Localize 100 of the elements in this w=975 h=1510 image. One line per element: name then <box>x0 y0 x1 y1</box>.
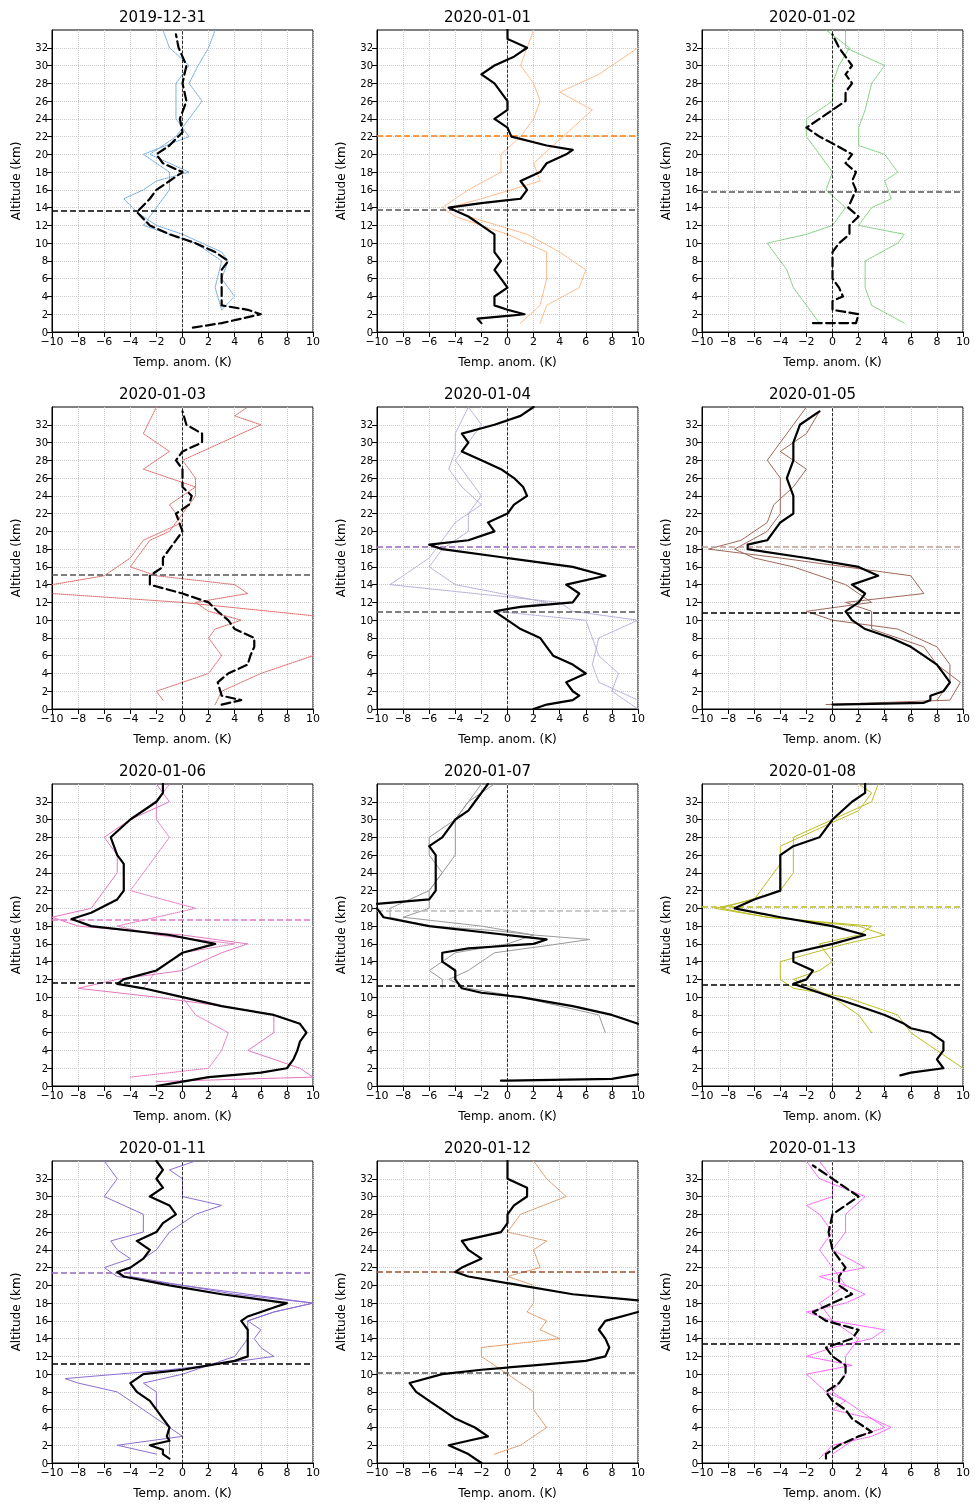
y-tick-label: 18 <box>360 543 373 555</box>
y-tick-label: 30 <box>35 437 48 449</box>
x-tick-label: 4 <box>556 1466 564 1479</box>
y-tick-label: 24 <box>35 867 48 879</box>
y-tick-label: 10 <box>360 1368 373 1380</box>
x-tick-label: 4 <box>556 712 564 725</box>
x-tick-label: 2 <box>205 1466 213 1479</box>
y-tick-label: 24 <box>360 1244 373 1256</box>
x-axis-title: Temp. anom. (K) <box>782 1486 882 1500</box>
y-tick-label: 16 <box>360 1315 373 1327</box>
x-tick-label: −10 <box>365 335 389 348</box>
y-tick-label: 26 <box>360 95 373 107</box>
x-tick-label: −4 <box>447 1089 464 1102</box>
y-tick-label: 16 <box>35 184 48 196</box>
y-tick-label: 18 <box>685 543 698 555</box>
y-tick-label: 22 <box>360 1262 373 1274</box>
y-tick-label: 2 <box>366 1062 373 1074</box>
y-tick-label: 6 <box>41 1404 48 1416</box>
x-tick-label: 2 <box>205 712 213 725</box>
y-tick-label: 10 <box>35 614 48 626</box>
x-tick-label: 10 <box>631 335 645 348</box>
y-tick-label: 28 <box>35 77 48 89</box>
y-tick-label: 32 <box>35 42 48 54</box>
y-axis-title: Altitude (km) <box>659 895 673 975</box>
y-tick-label: 22 <box>685 1262 698 1274</box>
y-tick-label: 24 <box>35 1244 48 1256</box>
y-tick-label: 2 <box>41 1062 48 1074</box>
x-tick-label: 10 <box>306 335 320 348</box>
x-tick-label: 0 <box>504 712 511 725</box>
y-tick-label: 16 <box>35 561 48 573</box>
y-tick-label: 4 <box>41 667 48 679</box>
y-tick-label: 12 <box>35 596 48 608</box>
y-tick-label: 32 <box>35 1173 48 1185</box>
y-tick-label: 20 <box>360 1279 373 1291</box>
x-tick-label: 4 <box>881 1466 889 1479</box>
y-tick-label: 8 <box>41 1009 48 1021</box>
y-tick-label: 26 <box>35 95 48 107</box>
x-tick-label: −2 <box>798 1466 815 1479</box>
x-tick-label: 10 <box>956 1089 970 1102</box>
y-tick-label: 30 <box>685 437 698 449</box>
x-tick-label: 6 <box>582 1089 590 1102</box>
x-tick-label: −2 <box>148 335 165 348</box>
x-tick-label: 2 <box>530 335 538 348</box>
y-tick-label: 20 <box>360 525 373 537</box>
y-tick-label: 32 <box>360 419 373 431</box>
y-tick-label: 14 <box>685 202 698 214</box>
y-tick-label: 28 <box>35 831 48 843</box>
y-tick-label: 30 <box>35 1191 48 1203</box>
x-axis-title: Temp. anom. (K) <box>457 732 557 746</box>
y-tick-label: 2 <box>691 1439 698 1451</box>
x-tick-label: 4 <box>556 1089 564 1102</box>
y-tick-label: 16 <box>685 184 698 196</box>
y-tick-label: 10 <box>35 991 48 1003</box>
x-tick-label: 6 <box>582 1466 590 1479</box>
x-tick-label: 10 <box>631 1466 645 1479</box>
x-tick-label: 8 <box>283 712 291 725</box>
x-tick-label: 10 <box>956 1466 970 1479</box>
y-tick-label: 6 <box>366 1027 373 1039</box>
y-tick-label: 22 <box>685 508 698 520</box>
y-tick-label: 14 <box>360 956 373 968</box>
x-tick-label: 8 <box>608 712 616 725</box>
y-tick-label: 30 <box>360 60 373 72</box>
x-axis-title: Temp. anom. (K) <box>132 1486 232 1500</box>
y-tick-label: 28 <box>35 454 48 466</box>
y-tick-label: 20 <box>685 148 698 160</box>
y-tick-label: 18 <box>685 920 698 932</box>
y-tick-label: 4 <box>41 1044 48 1056</box>
y-tick-label: 18 <box>35 1297 48 1309</box>
y-tick-label: 0 <box>691 703 698 715</box>
x-tick-label: 10 <box>956 712 970 725</box>
y-tick-label: 6 <box>366 273 373 285</box>
y-tick-label: 4 <box>691 1044 698 1056</box>
y-tick-label: 22 <box>360 508 373 520</box>
y-tick-label: 14 <box>685 956 698 968</box>
x-tick-label: 6 <box>257 1466 265 1479</box>
y-tick-label: 26 <box>685 95 698 107</box>
x-tick-label: 10 <box>631 712 645 725</box>
y-tick-label: 26 <box>35 472 48 484</box>
y-tick-label: 14 <box>360 202 373 214</box>
y-tick-label: 14 <box>35 202 48 214</box>
x-tick-label: 0 <box>179 335 186 348</box>
y-tick-label: 14 <box>35 579 48 591</box>
y-tick-label: 8 <box>691 632 698 644</box>
y-tick-label: 22 <box>360 131 373 143</box>
x-tick-label: 8 <box>608 335 616 348</box>
x-axis-title: Temp. anom. (K) <box>457 355 557 369</box>
y-axis-title: Altitude (km) <box>9 1272 23 1352</box>
y-tick-label: 30 <box>360 437 373 449</box>
y-tick-label: 8 <box>41 632 48 644</box>
x-tick-label: −4 <box>447 712 464 725</box>
x-tick-label: 6 <box>907 335 915 348</box>
y-tick-label: 26 <box>685 1226 698 1238</box>
x-tick-label: 2 <box>855 1466 863 1479</box>
x-tick-label: −10 <box>40 1089 64 1102</box>
x-tick-label: 2 <box>855 335 863 348</box>
y-tick-label: 4 <box>41 1421 48 1433</box>
y-tick-label: 14 <box>35 1333 48 1345</box>
x-tick-label: −4 <box>772 335 789 348</box>
y-tick-label: 0 <box>691 1080 698 1092</box>
y-tick-label: 32 <box>685 419 698 431</box>
